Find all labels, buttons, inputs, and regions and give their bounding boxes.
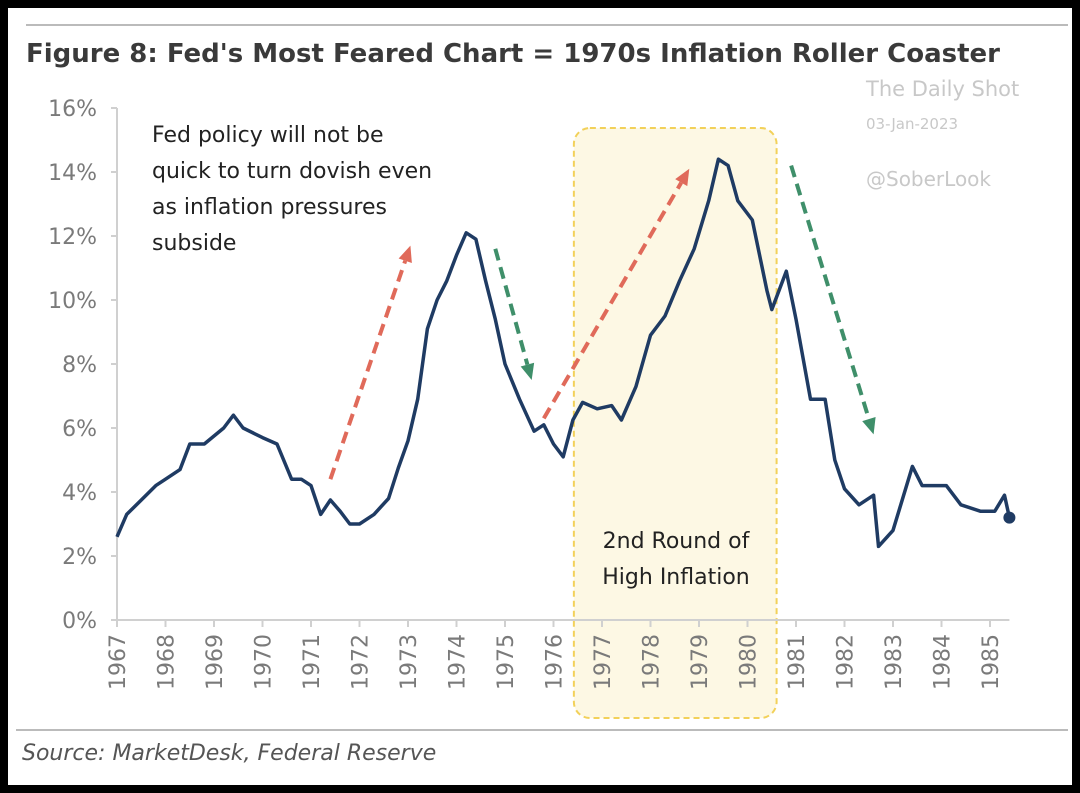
y-tick-label: 14% [48, 161, 97, 186]
policy-note-line: as inflation pressures [152, 195, 387, 220]
x-tick-label: 1977 [591, 634, 616, 690]
trend-arrow-head [862, 417, 876, 435]
box-label-line: 2nd Round of [603, 529, 751, 554]
policy-annotation: Fed policy will not be quick to turn dov… [152, 123, 432, 256]
x-tick-label: 1970 [252, 634, 277, 690]
x-tick-label: 1975 [494, 634, 519, 690]
x-tick-label: 1978 [640, 634, 665, 690]
y-tick-label: 16% [48, 97, 97, 122]
x-tick-label: 1967 [106, 634, 131, 690]
x-tick-label: 1983 [882, 634, 907, 690]
x-tick-label: 1976 [543, 634, 568, 690]
box-label: 2nd Round of High Inflation [602, 529, 750, 590]
source-note: Source: MarketDesk, Federal Reserve [22, 741, 436, 766]
highlight-box [572, 127, 778, 719]
y-tick-label: 8% [62, 353, 97, 378]
watermark-line1: The Daily Shot [865, 77, 1019, 101]
y-tick-label: 0% [62, 609, 97, 634]
x-tick-label: 1985 [979, 634, 1004, 690]
x-tick-label: 1974 [446, 634, 471, 690]
y-tick-label: 10% [48, 289, 97, 314]
trend-arrow-head [398, 245, 412, 264]
end-point-marker [1003, 511, 1016, 524]
policy-note-line: Fed policy will not be [152, 123, 384, 148]
x-tick-label: 1969 [203, 634, 228, 690]
x-tick-label: 1980 [737, 634, 762, 690]
chart-title: Figure 8: Fed's Most Feared Chart = 1970… [26, 39, 1000, 69]
x-tick-label: 1971 [300, 634, 325, 690]
trend-arrow-head [520, 362, 535, 380]
box-label-line: High Inflation [602, 565, 749, 590]
watermark-line2: 03-Jan-2023 [866, 115, 958, 133]
x-tick-label: 1973 [397, 634, 422, 690]
trend-arrow-shaft [789, 165, 871, 420]
y-tick-label: 4% [62, 481, 97, 506]
x-tick-label: 1984 [931, 634, 956, 690]
y-tick-label: 2% [62, 545, 97, 570]
y-tick-label: 12% [48, 225, 97, 250]
policy-note-line: quick to turn dovish even [152, 159, 432, 184]
x-tick-label: 1968 [155, 634, 180, 690]
trend-arrow-head [675, 168, 690, 187]
x-tick-label: 1972 [349, 634, 374, 690]
x-tick-label: 1979 [688, 634, 713, 690]
y-tick-label: 6% [62, 417, 97, 442]
trend-arrow-shaft [493, 248, 530, 366]
figure-frame: Figure 8: Fed's Most Feared Chart = 1970… [8, 8, 1072, 785]
policy-note-line: subside [152, 231, 236, 256]
trend-arrow-shaft [542, 181, 683, 420]
chart: Figure 8: Fed's Most Feared Chart = 1970… [16, 24, 1068, 766]
x-tick-label: 1981 [785, 634, 810, 690]
trend-arrow-shaft [328, 260, 408, 480]
watermark: The Daily Shot 03-Jan-2023 @SoberLook [865, 77, 1019, 191]
inflation-line [115, 157, 1012, 549]
x-tick-label: 1982 [834, 634, 859, 690]
watermark-line3: @SoberLook [866, 167, 991, 191]
